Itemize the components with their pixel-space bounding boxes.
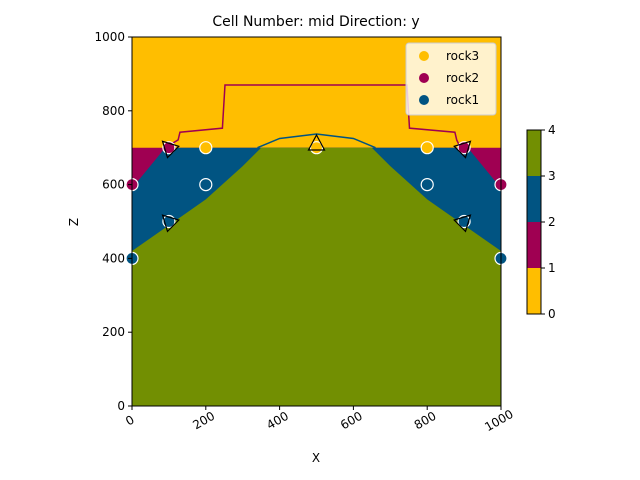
data-point [420, 178, 434, 192]
orientation-marker [161, 140, 180, 159]
y-tick-label: 600 [102, 178, 125, 192]
legend-label: rock3 [446, 49, 479, 63]
colorbar-tick-label: 2 [548, 215, 556, 229]
y-tick-label: 400 [102, 251, 125, 265]
colorbar-segment [527, 176, 541, 222]
orientation-marker [307, 133, 326, 151]
x-tick-label: 800 [412, 409, 439, 433]
x-tick-label: 200 [190, 409, 217, 433]
data-point [199, 141, 213, 155]
colorbar-segment [527, 268, 541, 314]
x-tick-label: 400 [264, 409, 291, 433]
data-point [309, 141, 324, 155]
colorbar-tick-label: 0 [548, 307, 556, 321]
data-point [420, 141, 434, 155]
colorbar-tick-label: 4 [548, 123, 556, 137]
orientation-marker [161, 214, 180, 233]
orientation-marker [453, 214, 472, 233]
colorbar-segment [527, 130, 541, 176]
legend-marker [419, 51, 429, 61]
legend-label: rock2 [446, 71, 479, 85]
y-tick-label: 1000 [94, 30, 125, 44]
legend-label: rock1 [446, 93, 479, 107]
chart-title: Cell Number: mid Direction: y [212, 14, 419, 30]
legend-marker [419, 73, 429, 83]
x-tick-label: 0 [123, 413, 137, 429]
y-axis-label: Z [67, 218, 81, 226]
x-tick-label: 1000 [482, 407, 515, 434]
y-tick-label: 0 [117, 399, 125, 413]
contour-line [164, 84, 462, 149]
colorbar-segment [527, 222, 541, 268]
orientation-marker [453, 140, 472, 159]
data-point [199, 178, 213, 192]
plot-frame [131, 36, 502, 407]
legend-marker [419, 95, 429, 105]
layer-region [132, 147, 501, 406]
colorbar-tick-label: 1 [548, 261, 556, 275]
x-axis-label: X [312, 451, 320, 465]
y-tick-label: 200 [102, 325, 125, 339]
y-tick-label: 800 [102, 104, 125, 118]
colorbar-tick-label: 3 [548, 169, 556, 183]
x-tick-label: 600 [338, 409, 365, 433]
legend-box [405, 42, 497, 116]
